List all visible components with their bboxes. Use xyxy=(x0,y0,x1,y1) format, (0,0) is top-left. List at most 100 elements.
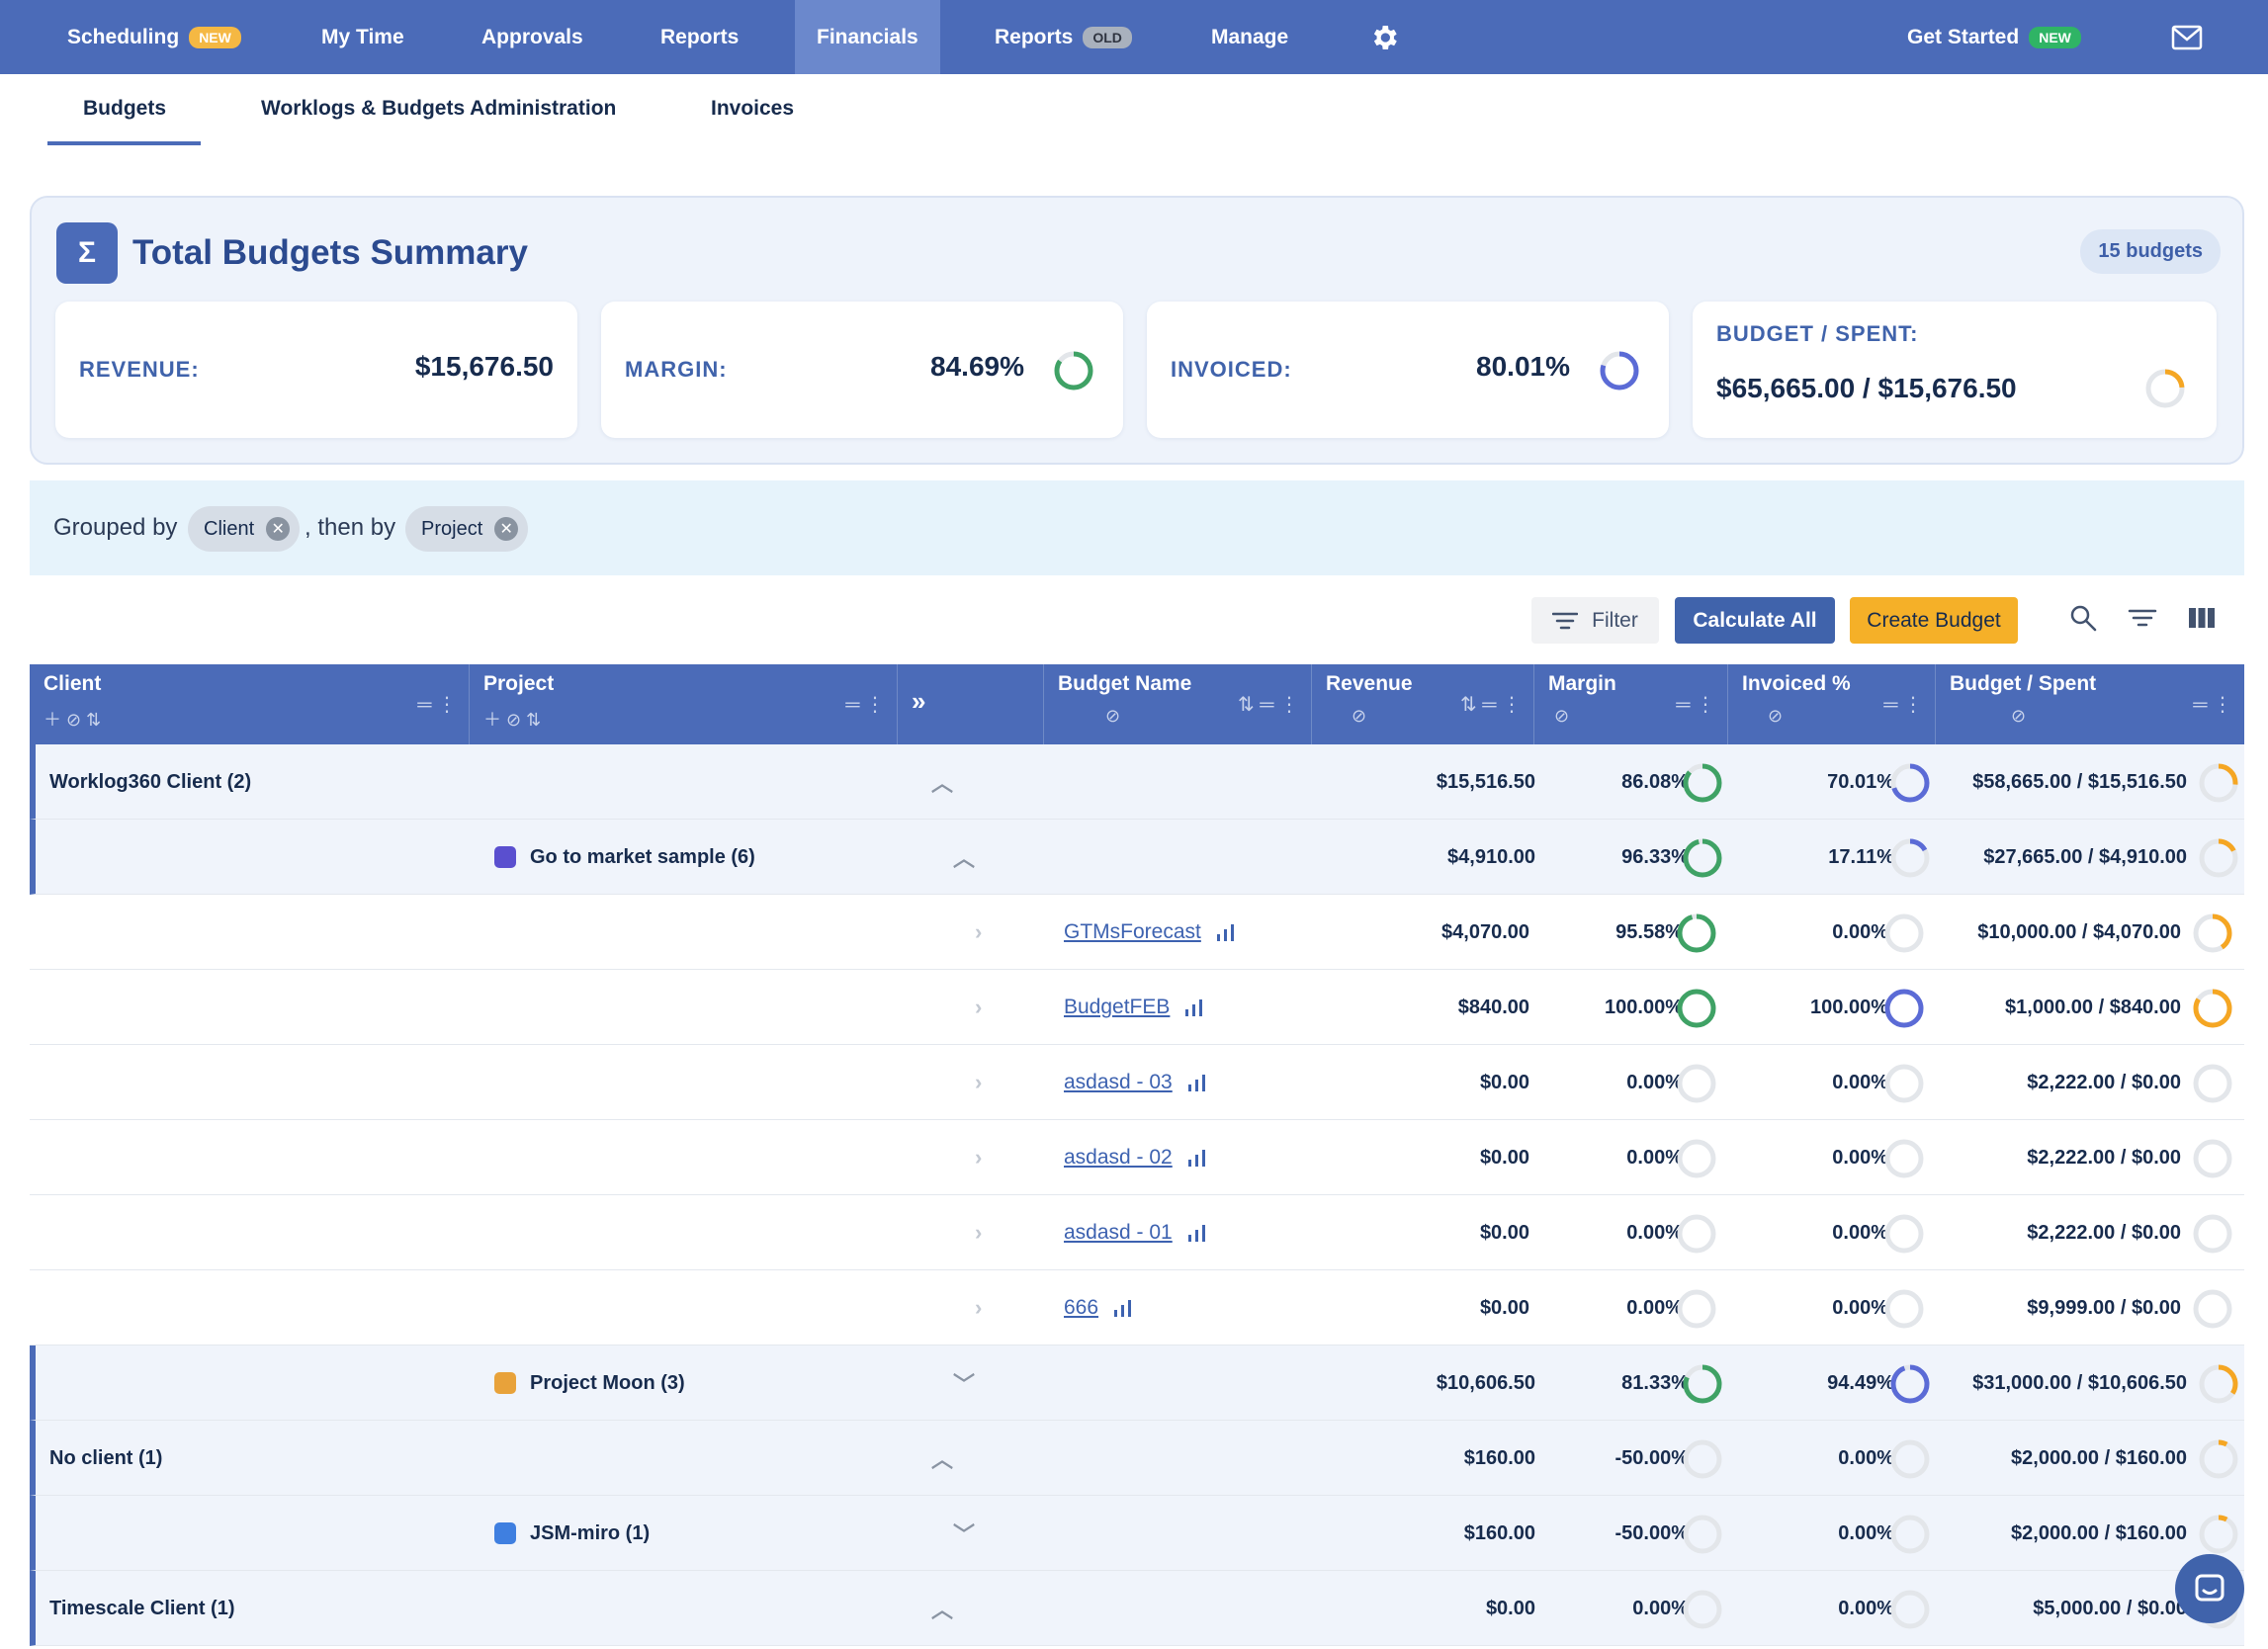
chevron-up-icon[interactable]: ︿ xyxy=(931,1598,954,1622)
ring-track xyxy=(1890,1515,1930,1554)
project-group-row[interactable]: Go to market sample (6) ︿ $4,910.00 96.33% 1… xyxy=(30,820,2244,895)
chevron-right-icon[interactable]: › xyxy=(975,995,983,1019)
col-invoiced-label: Invoiced % xyxy=(1742,672,1851,695)
mail-icon[interactable] xyxy=(2171,0,2203,74)
chevron-down-icon[interactable]: ﹀ xyxy=(953,1522,976,1547)
hide-column-icon[interactable]: ⊘ xyxy=(1554,706,1570,726)
nav-reports[interactable]: Reports xyxy=(660,0,739,74)
revenue-label: REVENUE: xyxy=(79,357,200,382)
group-chip-client[interactable]: Client ✕ xyxy=(188,506,301,552)
budget-row[interactable]: › 666 $0.00 0.00% 0.00% $9,999.00 / $0.00 xyxy=(30,1270,2244,1345)
drag-handle-icon[interactable]: ═ ⋮ xyxy=(1883,694,1923,716)
revenue-cell: $0.00 xyxy=(1479,1071,1529,1093)
gear-icon[interactable] xyxy=(1368,0,1400,74)
chevron-down-icon[interactable]: ﹀ xyxy=(953,1372,976,1397)
bar-chart-icon[interactable] xyxy=(1186,1073,1208,1092)
create-budget-button[interactable]: Create Budget xyxy=(1850,597,2018,644)
calculate-all-button[interactable]: Calculate All xyxy=(1675,597,1835,644)
remove-chip-icon[interactable]: ✕ xyxy=(266,517,291,541)
nav-scheduling[interactable]: Scheduling NEW xyxy=(67,0,241,74)
budget-name-link[interactable]: BudgetFEB xyxy=(1064,996,1171,1018)
budget-name-cell: asdasd - 02 xyxy=(1064,1120,1208,1195)
budget-row[interactable]: › BudgetFEB $840.00 100.00% 100.00% $1,000.0… xyxy=(30,970,2244,1045)
chat-launcher[interactable] xyxy=(2175,1554,2244,1623)
table-header: Client ＋ ⊘ ⇅ ═ ⋮ Project ＋ ⊘ ⇅ ═ ⋮ » Bud… xyxy=(30,664,2244,744)
bar-chart-icon[interactable] xyxy=(1112,1298,1134,1318)
budget-row[interactable]: › asdasd - 03 $0.00 0.00% 0.00% $2,222.00 / … xyxy=(30,1045,2244,1120)
client-group-row[interactable]: No client (1) ︿ $160.00 -50.00% 0.00% $2,000.… xyxy=(30,1421,2244,1496)
bar-chart-icon[interactable] xyxy=(1186,1148,1208,1168)
chevron-right-icon[interactable]: › xyxy=(975,1295,983,1320)
ring-track xyxy=(1884,1289,1924,1329)
client-group-row[interactable]: Worklog360 Client (2) ︿ $15,516.50 86.08% 70… xyxy=(30,744,2244,820)
chevron-right-icon[interactable]: › xyxy=(975,1145,983,1170)
nav-get-started[interactable]: Get Started NEW xyxy=(1907,0,2081,74)
budget-row[interactable]: › asdasd - 02 $0.00 0.00% 0.00% $2,222.00 / … xyxy=(30,1120,2244,1195)
columns-icon[interactable] xyxy=(2187,603,2217,633)
client-group-row[interactable]: Timescale Client (1) ︿ $0.00 0.00% 0.00% $5,0… xyxy=(30,1571,2244,1646)
nav-approvals[interactable]: Approvals xyxy=(481,0,583,74)
col-header-expand[interactable]: » xyxy=(898,664,1044,744)
nav-reports-old[interactable]: Reports OLD xyxy=(995,0,1132,74)
project-group-row[interactable]: Project Moon (3) ﹀ $10,606.50 81.33% 94.49% $… xyxy=(30,1345,2244,1421)
nav-my-time-label: My Time xyxy=(321,25,404,48)
bar-chart-icon[interactable] xyxy=(1215,922,1237,942)
col-header-revenue[interactable]: Revenue ⊘ ⇅ ═ ⋮ xyxy=(1312,664,1534,744)
search-icon[interactable] xyxy=(2068,603,2098,633)
nav-manage[interactable]: Manage xyxy=(1211,0,1288,74)
col-client-tools[interactable]: ＋ ⊘ ⇅ xyxy=(44,710,102,730)
budget-name-link[interactable]: 666 xyxy=(1064,1296,1099,1319)
drag-handle-icon[interactable]: ═ ⋮ xyxy=(2193,694,2232,716)
project-name-cell: JSM-miro (1) xyxy=(494,1496,650,1571)
invoiced-cell: 0.00% xyxy=(1832,1221,1888,1244)
filter-button[interactable]: Filter xyxy=(1531,597,1659,644)
drag-handle-icon[interactable]: ═ ⋮ xyxy=(1676,694,1715,716)
col-header-invoiced[interactable]: Invoiced % ⊘ ═ ⋮ xyxy=(1728,664,1936,744)
hide-column-icon[interactable]: ⊘ xyxy=(1105,706,1121,726)
budget-name-link[interactable]: GTMsForecast xyxy=(1064,920,1201,943)
tab-budgets[interactable]: Budgets xyxy=(83,97,166,120)
hide-column-icon[interactable]: ⊘ xyxy=(2011,706,2027,726)
budget-row[interactable]: › asdasd - 01 $0.00 0.00% 0.00% $2,222.00 / … xyxy=(30,1195,2244,1270)
budgets-summary-panel: Σ Total Budgets Summary 15 budgets REVEN… xyxy=(30,196,2244,465)
col-project-tools[interactable]: ＋ ⊘ ⇅ xyxy=(483,710,542,730)
chevron-right-icon[interactable]: › xyxy=(975,1220,983,1245)
budget-name-link[interactable]: asdasd - 03 xyxy=(1064,1071,1173,1093)
budget-row[interactable]: › GTMsForecast $4,070.00 95.58% 0.00% $10,00… xyxy=(30,895,2244,970)
bar-chart-icon[interactable] xyxy=(1186,1223,1208,1243)
col-header-client[interactable]: Client ＋ ⊘ ⇅ ═ ⋮ xyxy=(30,664,470,744)
project-icon xyxy=(494,1372,516,1394)
margin-ring-icon xyxy=(1054,351,1093,391)
margin-ring-icon xyxy=(1677,989,1716,1028)
remove-chip-icon[interactable]: ✕ xyxy=(494,517,519,541)
nav-my-time[interactable]: My Time xyxy=(321,0,404,74)
chevron-right-icon[interactable]: › xyxy=(975,919,983,944)
budget-name-link[interactable]: asdasd - 01 xyxy=(1064,1221,1173,1244)
drag-handle-icon[interactable]: ═ ⋮ xyxy=(845,694,885,716)
chevron-up-icon[interactable]: ︿ xyxy=(931,771,954,796)
drag-handle-icon[interactable]: ⇅ ═ ⋮ xyxy=(1237,694,1299,716)
col-header-budget-spent[interactable]: Budget / Spent ⊘ ═ ⋮ xyxy=(1936,664,2244,744)
group-chip-project[interactable]: Project ✕ xyxy=(405,506,529,552)
col-header-margin[interactable]: Margin ⊘ ═ ⋮ xyxy=(1534,664,1728,744)
col-header-budget-name[interactable]: Budget Name ⊘ ⇅ ═ ⋮ xyxy=(1044,664,1312,744)
tab-invoices[interactable]: Invoices xyxy=(711,97,795,120)
drag-handle-icon[interactable]: ⇅ ═ ⋮ xyxy=(1459,694,1522,716)
budget-ring-icon xyxy=(2199,1515,2238,1554)
budget-name-link[interactable]: asdasd - 02 xyxy=(1064,1146,1173,1169)
col-header-project[interactable]: Project ＋ ⊘ ⇅ ═ ⋮ xyxy=(470,664,898,744)
nav-financials[interactable]: Financials xyxy=(795,0,940,74)
drag-handle-icon[interactable]: ═ ⋮ xyxy=(417,694,457,716)
double-chevron-right-icon[interactable]: » xyxy=(912,686,926,716)
project-group-row[interactable]: JSM-miro (1) ﹀ $160.00 -50.00% 0.00% $2,000.0… xyxy=(30,1496,2244,1571)
chevron-up-icon[interactable]: ︿ xyxy=(931,1447,954,1472)
tab-worklogs-admin[interactable]: Worklogs & Budgets Administration xyxy=(261,97,617,120)
chevron-up-icon[interactable]: ︿ xyxy=(953,846,976,871)
hide-column-icon[interactable]: ⊘ xyxy=(1352,706,1367,726)
chevron-right-icon[interactable]: › xyxy=(975,1070,983,1094)
sort-lines-icon[interactable] xyxy=(2128,603,2157,633)
bar-chart-icon[interactable] xyxy=(1183,998,1205,1017)
ring-track xyxy=(2193,1289,2232,1329)
ring-fill xyxy=(1890,838,1930,878)
hide-column-icon[interactable]: ⊘ xyxy=(1768,706,1784,726)
